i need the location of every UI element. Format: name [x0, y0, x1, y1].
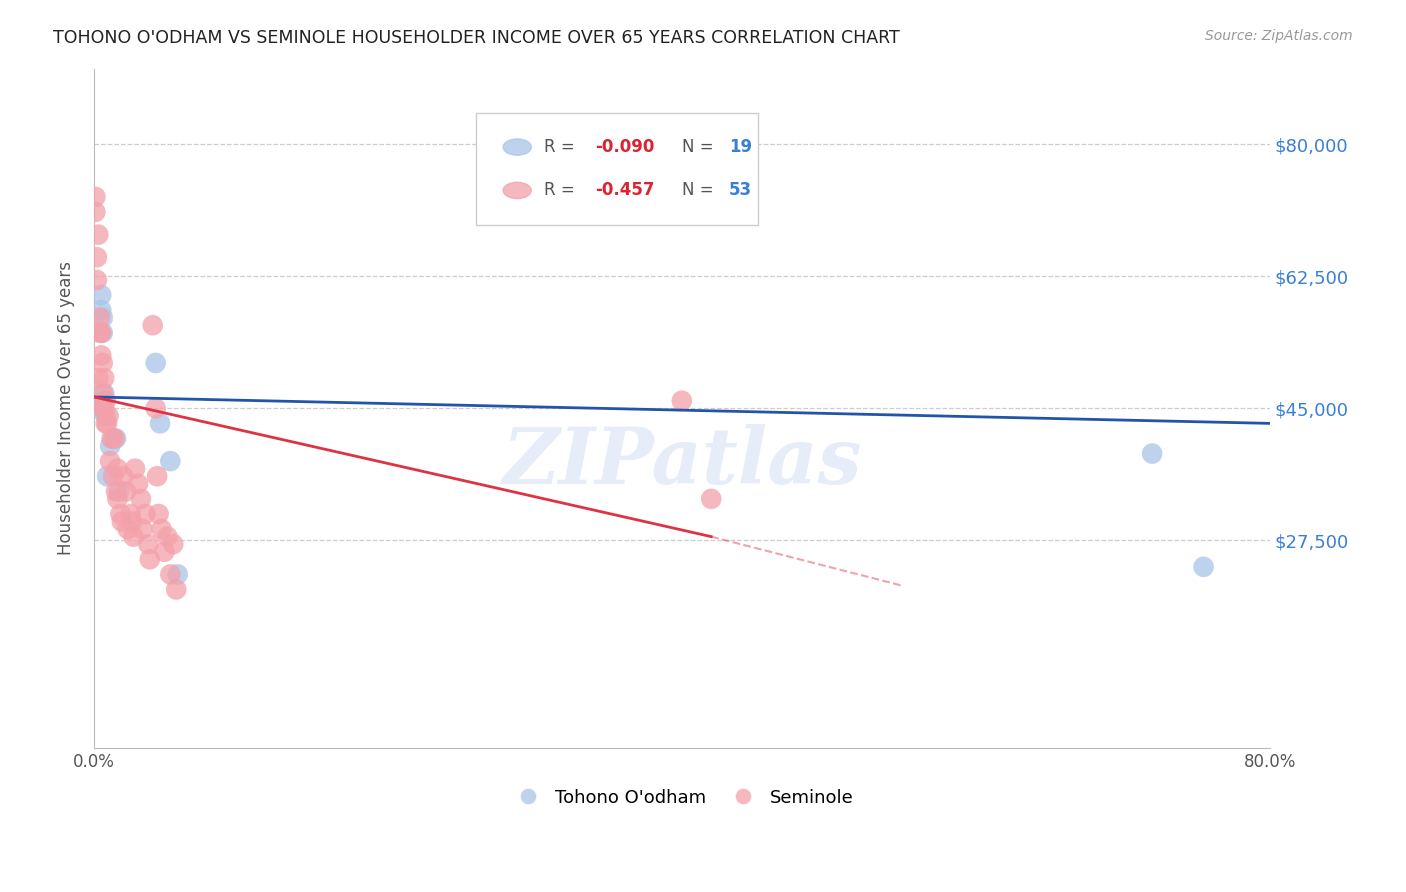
- Text: N =: N =: [682, 181, 718, 200]
- Point: [129, 491, 152, 506]
- Point: [90, 303, 112, 318]
- Point: [103, 432, 125, 446]
- Point: [153, 545, 176, 559]
- Point: [90, 326, 112, 340]
- Point: [98, 454, 121, 468]
- Text: N =: N =: [682, 138, 718, 156]
- Point: [111, 515, 134, 529]
- Point: [166, 567, 188, 582]
- Point: [150, 522, 173, 536]
- Text: TOHONO O'ODHAM VS SEMINOLE HOUSEHOLDER INCOME OVER 65 YEARS CORRELATION CHART: TOHONO O'ODHAM VS SEMINOLE HOUSEHOLDER I…: [53, 29, 900, 46]
- Point: [91, 326, 114, 340]
- Point: [145, 401, 167, 416]
- Point: [101, 469, 124, 483]
- Point: [124, 461, 146, 475]
- Point: [91, 310, 114, 325]
- Point: [108, 484, 131, 499]
- Point: [104, 484, 127, 499]
- Point: [122, 530, 145, 544]
- Point: [96, 469, 118, 483]
- Point: [149, 417, 172, 431]
- Point: [89, 326, 111, 340]
- Circle shape: [503, 182, 531, 199]
- Point: [84, 205, 107, 219]
- Point: [1192, 559, 1215, 574]
- Point: [93, 401, 115, 416]
- Text: 19: 19: [728, 138, 752, 156]
- Point: [90, 348, 112, 362]
- Point: [134, 507, 156, 521]
- Point: [115, 484, 138, 499]
- Point: [91, 386, 114, 401]
- Point: [131, 522, 153, 536]
- Point: [159, 454, 181, 468]
- Point: [87, 371, 110, 385]
- Y-axis label: Householder Income Over 65 years: Householder Income Over 65 years: [58, 261, 75, 556]
- Text: 53: 53: [728, 181, 752, 200]
- Point: [112, 469, 135, 483]
- Text: R =: R =: [544, 138, 581, 156]
- Point: [84, 190, 107, 204]
- Text: -0.457: -0.457: [595, 181, 654, 200]
- Point: [94, 409, 117, 423]
- Point: [162, 537, 184, 551]
- Point: [700, 491, 723, 506]
- Point: [156, 530, 179, 544]
- Text: -0.090: -0.090: [595, 138, 654, 156]
- Point: [1140, 446, 1163, 460]
- Point: [148, 507, 170, 521]
- Point: [98, 439, 121, 453]
- Point: [671, 393, 693, 408]
- Point: [94, 417, 117, 431]
- Point: [93, 386, 115, 401]
- Point: [89, 310, 111, 325]
- Point: [91, 356, 114, 370]
- Point: [86, 273, 108, 287]
- Point: [145, 356, 167, 370]
- Point: [107, 491, 129, 506]
- Point: [136, 537, 159, 551]
- Point: [94, 393, 117, 408]
- Point: [86, 250, 108, 264]
- Point: [90, 288, 112, 302]
- Point: [146, 469, 169, 483]
- Point: [101, 432, 124, 446]
- Point: [93, 371, 115, 385]
- Point: [117, 522, 139, 536]
- Circle shape: [503, 139, 531, 155]
- Point: [96, 417, 118, 431]
- Point: [120, 507, 142, 521]
- Point: [107, 461, 129, 475]
- Text: Source: ZipAtlas.com: Source: ZipAtlas.com: [1205, 29, 1353, 43]
- Point: [110, 507, 132, 521]
- Point: [93, 393, 115, 408]
- Point: [91, 401, 114, 416]
- Point: [139, 552, 162, 566]
- Legend: Tohono O'odham, Seminole: Tohono O'odham, Seminole: [503, 781, 860, 814]
- Point: [86, 401, 108, 416]
- Point: [97, 409, 120, 423]
- Point: [127, 476, 149, 491]
- Point: [87, 227, 110, 242]
- FancyBboxPatch shape: [477, 112, 758, 225]
- Text: ZIPatlas: ZIPatlas: [502, 425, 862, 501]
- Point: [121, 515, 143, 529]
- Point: [165, 582, 187, 597]
- Point: [159, 567, 181, 582]
- Point: [142, 318, 165, 333]
- Text: R =: R =: [544, 181, 581, 200]
- Point: [100, 432, 122, 446]
- Point: [104, 432, 127, 446]
